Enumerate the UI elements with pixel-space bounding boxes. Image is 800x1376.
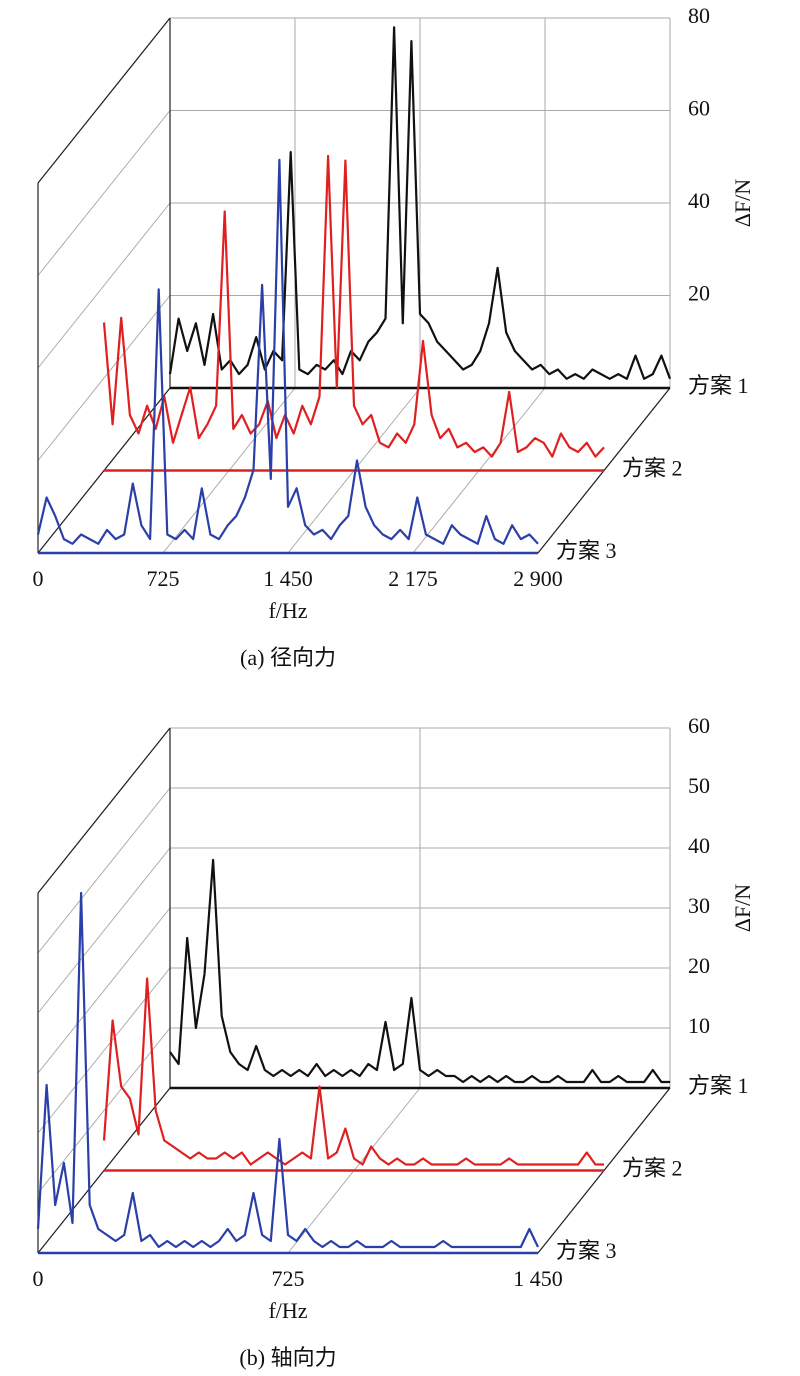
- x-tick-label: 725: [147, 566, 180, 591]
- x-tick-label: 2 175: [388, 566, 438, 591]
- series-line: [169, 858, 670, 1084]
- y-tick-label: 80: [688, 3, 710, 28]
- series-label: 方案 2: [622, 1156, 683, 1181]
- x-tick-label: 1 450: [513, 1266, 563, 1291]
- chart-title: (b) 轴向力: [239, 1345, 336, 1370]
- x-tick-label: 0: [33, 566, 44, 591]
- series-label: 方案 1: [688, 373, 749, 398]
- axis-line: [37, 727, 171, 894]
- y-tick-label: 50: [688, 773, 710, 798]
- grid-line: [37, 847, 171, 1014]
- x-tick-label: 725: [272, 1266, 305, 1291]
- series-label: 方案 3: [556, 1238, 617, 1263]
- grid-line: [37, 787, 171, 954]
- y-tick-label: 30: [688, 893, 710, 918]
- grid-line: [37, 110, 171, 276]
- y-tick-label: 40: [688, 188, 710, 213]
- series-line: [102, 977, 604, 1166]
- series-line: [168, 26, 672, 380]
- grid-line: [37, 295, 171, 461]
- grid-line: [37, 967, 171, 1134]
- x-tick-label: 0: [33, 1266, 44, 1291]
- grid-line: [37, 1027, 171, 1194]
- y-axis-label: ΔF/N: [730, 884, 755, 932]
- series-line: [36, 158, 539, 545]
- grid-line: [37, 907, 171, 1074]
- y-tick-label: 10: [688, 1013, 710, 1038]
- y-tick-label: 60: [688, 713, 710, 738]
- chart-title: (a) 径向力: [240, 645, 336, 670]
- axis-line: [37, 17, 171, 184]
- series-label: 方案 2: [622, 456, 683, 481]
- y-axis-label: ΔF/N: [730, 179, 755, 227]
- series-line: [36, 891, 539, 1249]
- x-axis-label: f/Hz: [268, 1298, 307, 1323]
- y-tick-label: 20: [688, 953, 710, 978]
- series-label: 方案 1: [688, 1073, 749, 1098]
- y-tick-label: 20: [688, 281, 710, 306]
- y-tick-label: 40: [688, 833, 710, 858]
- grid-line: [37, 202, 171, 369]
- x-tick-label: 2 900: [513, 566, 563, 591]
- x-tick-label: 1 450: [263, 566, 313, 591]
- y-tick-label: 60: [688, 96, 710, 121]
- series-label: 方案 3: [556, 538, 617, 563]
- x-axis-label: f/Hz: [268, 598, 307, 623]
- series-line: [102, 154, 605, 458]
